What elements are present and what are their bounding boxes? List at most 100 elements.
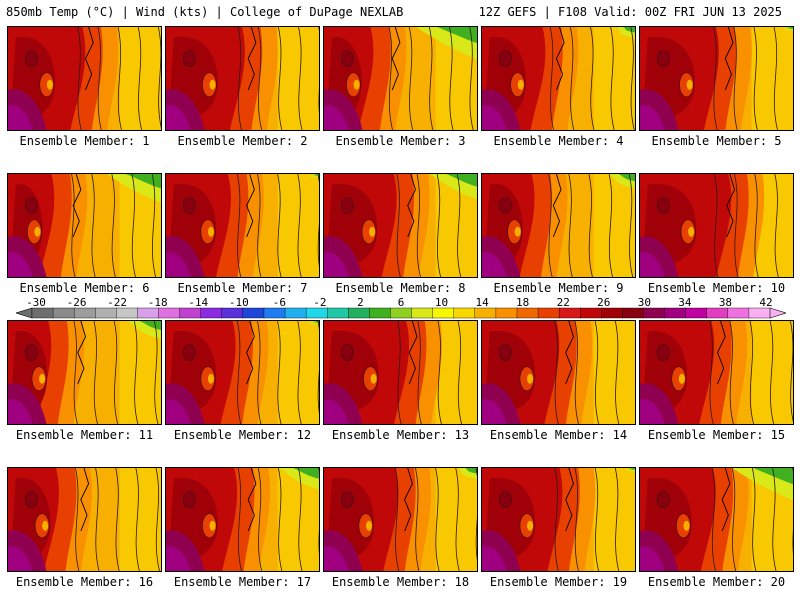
colorbar-swatch	[622, 307, 645, 319]
ensemble-panel: Ensemble Member: 5	[639, 26, 794, 148]
temperature-map	[323, 467, 478, 572]
colorbar-tick-label: -10	[228, 296, 249, 309]
colorbar-swatch	[242, 307, 265, 319]
temperature-map	[639, 467, 794, 572]
temperature-map	[7, 320, 162, 425]
colorbar-swatch	[390, 307, 413, 319]
temperature-map	[165, 320, 320, 425]
ensemble-panel: Ensemble Member: 13	[323, 320, 478, 442]
member-label: Ensemble Member: 10	[647, 281, 786, 295]
temperature-map	[481, 173, 636, 278]
colorbar-low-arrow	[16, 307, 33, 319]
colorbar-swatch	[643, 307, 666, 319]
temperature-map	[7, 173, 162, 278]
model-run-info: 12Z GEFS | F108 Valid: 00Z FRI JUN 13 20…	[478, 5, 782, 19]
colorbar-swatch	[200, 307, 223, 319]
ensemble-panel: Ensemble Member: 15	[639, 320, 794, 442]
member-label: Ensemble Member: 18	[331, 575, 470, 589]
ensemble-panel: Ensemble Member: 10	[639, 173, 794, 295]
colorbar-swatch	[558, 307, 581, 319]
colorbar-tick-label: -18	[147, 296, 168, 309]
colorbar-swatch	[537, 307, 560, 319]
colorbar-tick-label: 14	[475, 296, 489, 309]
colorbar-swatch	[31, 307, 54, 319]
temperature-map	[639, 173, 794, 278]
member-label: Ensemble Member: 2	[177, 134, 308, 148]
colorbar-swatch	[685, 307, 708, 319]
colorbar-tick-label: 26	[597, 296, 611, 309]
temperature-map	[165, 467, 320, 572]
ensemble-panel: Ensemble Member: 4	[481, 26, 636, 148]
member-label: Ensemble Member: 7	[177, 281, 308, 295]
member-label: Ensemble Member: 3	[335, 134, 466, 148]
temperature-colorbar: -30 -26 -22 -18 -14 -10 -6 -2 2 6 10 14 18 22 26 30 34 38…	[16, 296, 786, 322]
colorbar-swatch	[495, 307, 518, 319]
colorbar-tick-label: -26	[66, 296, 87, 309]
ensemble-panel: Ensemble Member: 18	[323, 467, 478, 589]
temperature-map	[7, 26, 162, 131]
colorbar-tick-label: -6	[272, 296, 286, 309]
ensemble-panel: Ensemble Member: 2	[165, 26, 320, 148]
ensemble-panel: Ensemble Member: 11	[7, 320, 162, 442]
temperature-map	[7, 467, 162, 572]
colorbar-swatch	[706, 307, 729, 319]
temperature-map	[481, 467, 636, 572]
colorbar-tick-label: 30	[637, 296, 651, 309]
colorbar-tick-label: 34	[678, 296, 692, 309]
member-label: Ensemble Member: 17	[173, 575, 312, 589]
member-label: Ensemble Member: 19	[489, 575, 628, 589]
colorbar-tick-label: 2	[357, 296, 364, 309]
temperature-map	[165, 26, 320, 131]
member-label: Ensemble Member: 20	[647, 575, 786, 589]
member-label: Ensemble Member: 1	[19, 134, 150, 148]
colorbar-high-arrow	[769, 307, 786, 319]
colorbar-swatch	[348, 307, 371, 319]
colorbar-tick-label: 6	[397, 296, 405, 309]
member-label: Ensemble Member: 16	[15, 575, 154, 589]
chart-title: 850mb Temp (°C) | Wind (kts) | College o…	[6, 5, 404, 19]
ensemble-panel: Ensemble Member: 16	[7, 467, 162, 589]
colorbar-swatch	[748, 307, 771, 319]
temperature-map	[323, 320, 478, 425]
colorbar-swatch	[453, 307, 476, 319]
colorbar-swatch	[474, 307, 497, 319]
colorbar-tick-label: 42	[759, 296, 773, 309]
ensemble-panel: Ensemble Member: 14	[481, 320, 636, 442]
colorbar-tick-label: 18	[516, 296, 530, 309]
colorbar-swatch	[73, 307, 96, 319]
colorbar-swatch	[116, 307, 139, 319]
ensemble-panel: Ensemble Member: 17	[165, 467, 320, 589]
colorbar-swatch	[411, 307, 434, 319]
member-label: Ensemble Member: 6	[19, 281, 150, 295]
temperature-map	[639, 320, 794, 425]
colorbar-tick-label: 22	[556, 296, 570, 309]
member-label: Ensemble Member: 8	[335, 281, 466, 295]
temperature-map	[639, 26, 794, 131]
member-label: Ensemble Member: 5	[651, 134, 782, 148]
colorbar-swatch	[263, 307, 286, 319]
colorbar-swatch	[95, 307, 118, 319]
colorbar-tick-label: 38	[718, 296, 733, 309]
ensemble-panel: Ensemble Member: 19	[481, 467, 636, 589]
colorbar-swatch	[369, 307, 392, 319]
ensemble-panel: Ensemble Member: 9	[481, 173, 636, 295]
colorbar-swatch	[305, 307, 328, 319]
colorbar-swatch	[179, 307, 202, 319]
member-label: Ensemble Member: 13	[331, 428, 470, 442]
colorbar-tick-label: 10	[434, 296, 449, 309]
ensemble-panel: Ensemble Member: 20	[639, 467, 794, 589]
temperature-map	[481, 320, 636, 425]
temperature-map	[165, 173, 320, 278]
member-label: Ensemble Member: 9	[493, 281, 624, 295]
member-label: Ensemble Member: 14	[489, 428, 628, 442]
ensemble-panel: Ensemble Member: 12	[165, 320, 320, 442]
colorbar-swatch	[432, 307, 455, 319]
ensemble-panel: Ensemble Member: 1	[7, 26, 162, 148]
colorbar-swatch	[158, 307, 181, 319]
colorbar-swatch	[327, 307, 349, 319]
colorbar-swatch	[284, 307, 307, 319]
colorbar-swatch	[601, 307, 624, 319]
colorbar-swatch	[516, 307, 539, 319]
ensemble-panel: Ensemble Member: 7	[165, 173, 320, 295]
colorbar-swatch	[664, 307, 687, 319]
